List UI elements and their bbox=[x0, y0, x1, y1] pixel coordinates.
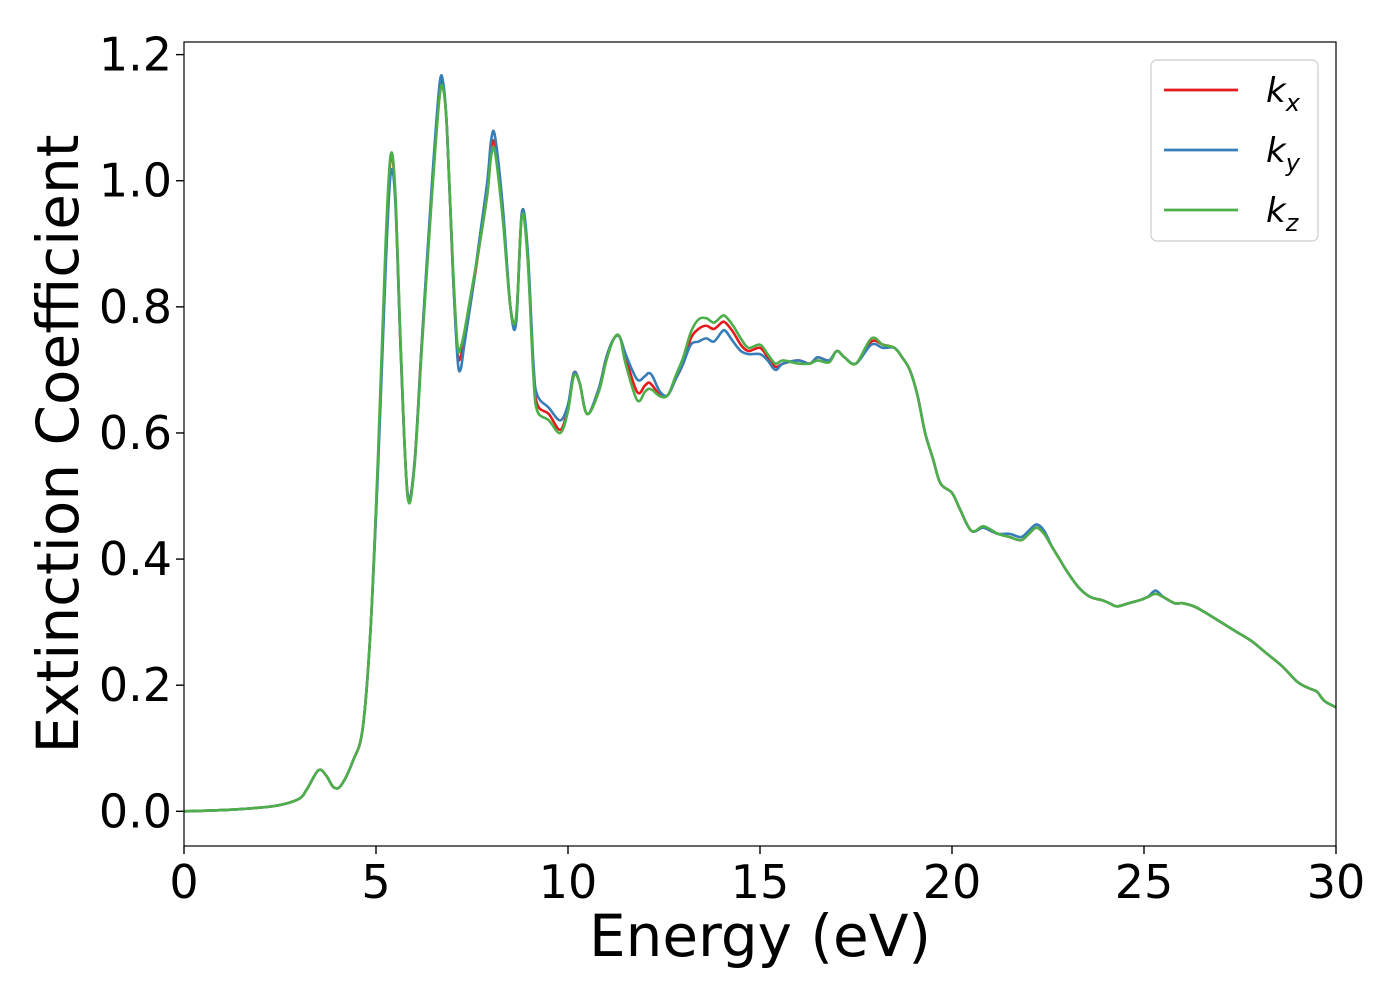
y-tick-label: 1.2 bbox=[99, 28, 172, 82]
y-tick-label: 0.0 bbox=[99, 784, 172, 838]
y-tick-label: 0.6 bbox=[99, 406, 172, 460]
x-tick-label: 30 bbox=[1307, 855, 1366, 909]
ticks-layer: 0 5 10 15 20 25 30 0.0 0.2 0.4 0.6 0.8 1.0 1.2 bbox=[99, 28, 1365, 909]
y-tick-label: 0.4 bbox=[99, 532, 172, 586]
y-tick-label: 1.0 bbox=[99, 154, 172, 208]
legend-items: kx ky kz bbox=[1164, 71, 1301, 237]
x-axis-title: Energy (eV) bbox=[589, 902, 931, 970]
legend-label-y: ky bbox=[1266, 131, 1301, 177]
x-tick-label: 20 bbox=[923, 855, 982, 909]
legend: kx ky kz bbox=[1150, 59, 1319, 242]
x-tick-label: 25 bbox=[1115, 855, 1174, 909]
legend-label-z: kz bbox=[1266, 191, 1300, 237]
x-tick-label: 5 bbox=[361, 855, 390, 909]
series-layer bbox=[184, 74, 1336, 813]
y-tick-label: 0.8 bbox=[99, 280, 172, 334]
x-tick-label: 0 bbox=[169, 855, 198, 909]
legend-label-x: kx bbox=[1266, 71, 1301, 117]
y-axis-title: Extinction Coefficient bbox=[24, 135, 92, 754]
y-tick-label: 0.2 bbox=[99, 658, 172, 712]
x-tick-label: 15 bbox=[731, 855, 790, 909]
x-tick-label: 10 bbox=[539, 855, 598, 909]
series-line-z bbox=[184, 83, 1336, 813]
